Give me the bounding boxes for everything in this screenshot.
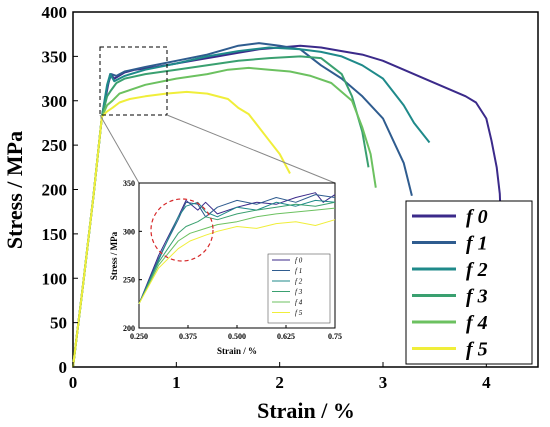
inset-y-tick-label: 350 xyxy=(123,179,135,188)
main-legend-label: f 4 xyxy=(466,312,488,334)
main-y-tick-label: 150 xyxy=(42,225,68,244)
main-legend-label: f 2 xyxy=(466,259,488,281)
main-x-tick-label: 3 xyxy=(379,373,388,392)
main-legend-label: f 3 xyxy=(466,286,488,308)
inset-y-tick-label: 300 xyxy=(123,227,135,236)
inset-y-tick-label: 250 xyxy=(123,276,135,285)
zoom-region-box xyxy=(99,46,168,116)
main-series-line-2 xyxy=(72,46,431,368)
main-x-tick-label: 0 xyxy=(69,373,78,392)
main-y-tick-label: 250 xyxy=(42,136,68,155)
inset-x-tick-label: 0.375 xyxy=(179,332,197,341)
main-x-axis-label: Strain / % xyxy=(257,398,355,423)
inset-x-tick-label: 0.500 xyxy=(228,332,246,341)
main-y-tick-label: 50 xyxy=(50,314,67,333)
main-legend-label: f 1 xyxy=(466,233,488,255)
main-x-tick-label: 4 xyxy=(482,373,491,392)
inset-y-axis-label: Stress / MPa xyxy=(109,231,119,280)
inset-legend-label: f 2 xyxy=(295,278,303,286)
main-x-tick-label: 1 xyxy=(172,373,181,392)
inset-series-group xyxy=(138,192,336,305)
inset-x-ticks: 0.250 0.375 0.500 0.625 0.75 xyxy=(130,325,342,341)
main-series-group xyxy=(72,42,503,368)
inset-legend-label: f 3 xyxy=(295,288,303,296)
inset-series-line-3 xyxy=(138,201,336,305)
inset-legend-label: f 1 xyxy=(295,267,302,275)
main-y-tick-label: 200 xyxy=(42,181,68,200)
inset-legend-label: f 4 xyxy=(295,299,303,307)
inset-y-ticks: 200 250 300 350 xyxy=(123,179,142,333)
main-y-tick-label: 0 xyxy=(59,358,68,377)
inset-series-line-1 xyxy=(138,194,336,304)
inset-series-line-5 xyxy=(138,219,336,305)
main-plot: 0 1 2 3 4 0 50 100 150 200 250 300 350 400 Strain / … xyxy=(2,3,539,423)
main-y-ticks: 0 50 100 150 200 250 300 350 400 xyxy=(42,3,78,377)
main-y-axis-label: Stress / MPa xyxy=(2,131,27,249)
main-legend: f 0 f 1 f 2 f 3 f 4 f 5 xyxy=(412,206,488,361)
inset-legend: f 0 f 1 f 2 f 3 f 4 f 5 xyxy=(272,257,303,317)
inset-legend-box xyxy=(267,253,331,324)
main-series-line-5 xyxy=(72,90,291,368)
inset-legend-label: f 5 xyxy=(295,309,303,317)
main-legend-label: f 0 xyxy=(466,206,488,228)
inset-series-line-4 xyxy=(138,207,336,305)
main-legend-label: f 5 xyxy=(466,339,488,361)
inset-x-axis-label: Strain / % xyxy=(217,346,257,356)
main-y-tick-label: 400 xyxy=(42,3,68,22)
inset-x-tick-label: 0.625 xyxy=(277,332,295,341)
inset-series-line-2 xyxy=(138,199,336,305)
inset-y-tick-label: 200 xyxy=(123,324,135,333)
zoom-connector-right xyxy=(166,114,336,184)
inset-x-tick-label: 0.75 xyxy=(328,332,342,341)
inset-highlight-circle xyxy=(150,198,214,262)
inset-series-line-0 xyxy=(138,192,336,304)
main-y-tick-label: 350 xyxy=(42,47,68,66)
main-legend-box xyxy=(405,200,533,365)
main-y-tick-label: 100 xyxy=(42,269,68,288)
main-x-tick-label: 2 xyxy=(275,373,284,392)
main-y-tick-label: 300 xyxy=(42,92,68,111)
inset-plot: 0.250 0.375 0.500 0.625 0.75 200 250 300 350 St… xyxy=(109,179,342,356)
inset-x-tick-label: 0.250 xyxy=(130,332,148,341)
zoom-connector-left xyxy=(99,114,140,184)
main-series-line-4 xyxy=(72,66,377,368)
inset-legend-label: f 0 xyxy=(295,257,303,265)
